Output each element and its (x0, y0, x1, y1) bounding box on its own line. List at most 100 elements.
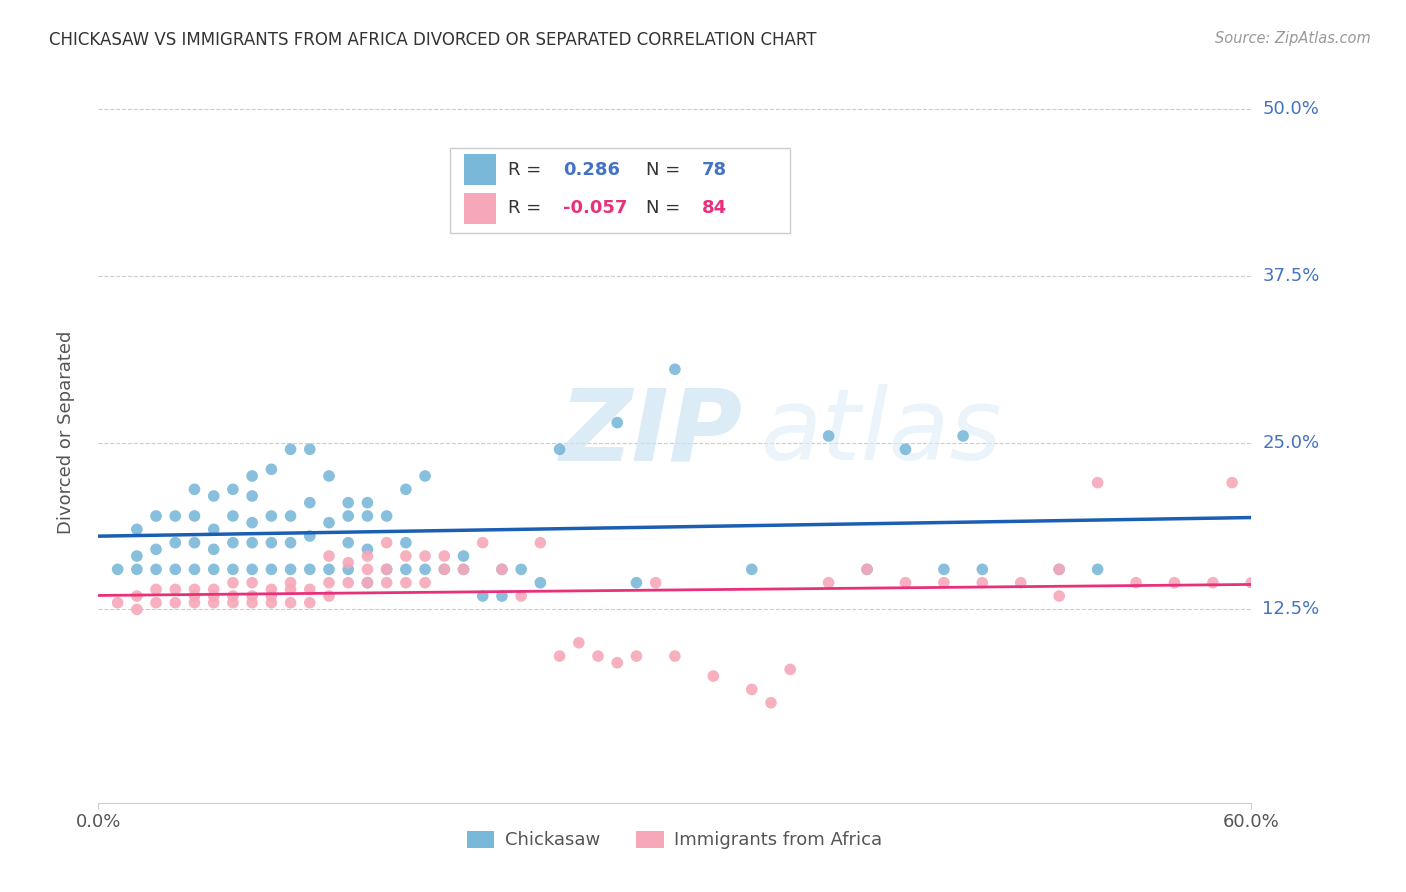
Point (1087, 562, 1109, 576)
Point (664, 648, 686, 663)
Point (240, 596, 263, 610)
Point (1240, 575, 1263, 590)
Point (280, 596, 302, 610)
Point (240, 562, 263, 576)
Point (222, 589, 245, 603)
Point (375, 535, 398, 549)
Point (413, 469, 436, 483)
Point (318, 549, 340, 563)
Point (202, 589, 225, 603)
Point (280, 508, 302, 523)
Point (779, 662, 801, 676)
Point (183, 596, 205, 610)
Point (1047, 562, 1070, 576)
Point (395, 535, 418, 549)
Point (375, 562, 398, 576)
Point (280, 535, 302, 549)
Point (741, 682, 763, 697)
Point (375, 575, 398, 590)
Point (1336, 575, 1358, 590)
Legend: Chickasaw, Immigrants from Africa: Chickasaw, Immigrants from Africa (460, 823, 890, 856)
Point (202, 582, 225, 597)
Point (664, 362, 686, 376)
Point (298, 562, 321, 576)
Point (1047, 589, 1070, 603)
Point (1163, 575, 1185, 590)
Point (280, 442, 302, 457)
Point (1317, 575, 1340, 590)
Point (337, 535, 360, 549)
Point (433, 562, 456, 576)
Point (491, 562, 513, 576)
Point (183, 508, 205, 523)
Point (298, 529, 321, 543)
Point (165, 508, 187, 523)
Point (817, 575, 839, 590)
Point (318, 589, 340, 603)
Text: R =: R = (508, 199, 547, 218)
Point (529, 535, 551, 549)
Text: 78: 78 (702, 161, 727, 178)
Point (337, 562, 360, 576)
Point (202, 522, 225, 536)
Point (375, 508, 398, 523)
Point (280, 562, 302, 576)
Point (356, 549, 378, 563)
Y-axis label: Divorced or Separated: Divorced or Separated (56, 331, 75, 534)
Point (165, 562, 187, 576)
Point (280, 575, 302, 590)
Point (240, 535, 263, 549)
Point (222, 508, 245, 523)
Point (356, 496, 378, 510)
Point (222, 562, 245, 576)
Point (817, 429, 839, 443)
Point (202, 596, 225, 610)
Point (759, 696, 782, 710)
Point (1220, 475, 1243, 490)
Point (260, 596, 283, 610)
Point (471, 535, 494, 549)
Point (626, 575, 648, 590)
Text: 50.0%: 50.0% (1263, 100, 1319, 118)
Point (471, 589, 494, 603)
Point (952, 429, 974, 443)
Point (165, 582, 187, 597)
Point (395, 562, 418, 576)
Point (548, 442, 571, 457)
Text: CHICKASAW VS IMMIGRANTS FROM AFRICA DIVORCED OR SEPARATED CORRELATION CHART: CHICKASAW VS IMMIGRANTS FROM AFRICA DIVO… (49, 31, 817, 49)
Point (125, 549, 148, 563)
Point (568, 636, 591, 650)
Point (202, 489, 225, 503)
Text: 12.5%: 12.5% (1263, 600, 1320, 618)
Point (222, 596, 245, 610)
Point (145, 508, 167, 523)
Point (145, 582, 167, 597)
Point (491, 589, 513, 603)
Point (1087, 475, 1109, 490)
Point (356, 575, 378, 590)
Point (356, 542, 378, 557)
Point (972, 575, 994, 590)
Point (1298, 575, 1320, 590)
Point (260, 562, 283, 576)
Point (318, 575, 340, 590)
Point (240, 589, 263, 603)
Point (280, 582, 302, 597)
Point (856, 562, 879, 576)
Point (318, 469, 340, 483)
Point (932, 562, 955, 576)
Point (375, 562, 398, 576)
Text: 25.0%: 25.0% (1263, 434, 1320, 451)
Point (145, 562, 167, 576)
Point (548, 648, 571, 663)
Text: Source: ZipAtlas.com: Source: ZipAtlas.com (1215, 31, 1371, 46)
Point (510, 562, 533, 576)
Point (413, 562, 436, 576)
Point (606, 656, 628, 670)
Point (1260, 575, 1282, 590)
Point (183, 483, 205, 497)
Point (298, 496, 321, 510)
Point (856, 562, 879, 576)
Point (125, 602, 148, 616)
Point (240, 469, 263, 483)
